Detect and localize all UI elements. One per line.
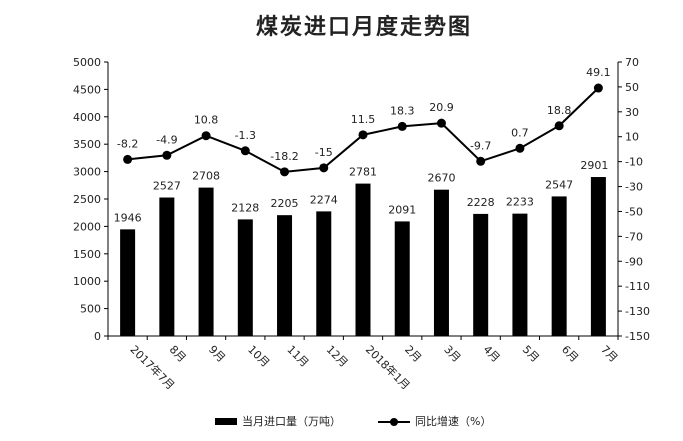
bar xyxy=(433,189,449,336)
growth-value-label: -8.2 xyxy=(117,137,138,150)
growth-point xyxy=(123,154,133,164)
right-tick-label: -90 xyxy=(625,255,643,268)
right-tick-label: 10 xyxy=(625,131,639,144)
growth-value-label: -9.7 xyxy=(470,139,491,152)
right-tick-label: -70 xyxy=(625,230,643,243)
x-tick-label: 5月 xyxy=(520,343,542,365)
legend-bar-label: 当月进口量（万吨） xyxy=(242,414,341,428)
growth-value-label: 11.5 xyxy=(351,113,376,126)
growth-point xyxy=(515,143,525,153)
left-tick-label: 1000 xyxy=(73,275,101,288)
bar xyxy=(316,211,332,336)
bar-value-label: 2901 xyxy=(580,159,608,172)
bar-value-label: 2274 xyxy=(310,193,338,206)
right-tick-label: 70 xyxy=(625,56,639,69)
bar xyxy=(277,215,293,336)
x-tick-label: 11月 xyxy=(284,343,311,370)
left-tick-label: 4000 xyxy=(73,111,101,124)
left-tick-label: 3000 xyxy=(73,166,101,179)
right-tick-label: 30 xyxy=(625,106,639,119)
bar xyxy=(394,221,410,336)
x-tick-label: 6月 xyxy=(559,343,581,365)
growth-value-label: 18.3 xyxy=(390,104,415,117)
growth-value-label: -15 xyxy=(315,146,333,159)
line-group: -8.2 -4.9 10.8 -1.3 -18.2 -15 11.5 18.3 20.9 -9.7… xyxy=(117,66,611,177)
growth-point xyxy=(358,130,368,140)
growth-point xyxy=(593,83,603,93)
bar xyxy=(473,213,489,336)
left-tick-label: 1500 xyxy=(73,248,101,261)
growth-point xyxy=(476,156,486,166)
bar-value-label: 2128 xyxy=(231,201,259,214)
growth-value-label: -4.9 xyxy=(156,133,177,146)
bar-value-label: 2527 xyxy=(153,180,181,193)
left-tick-label: 4500 xyxy=(73,83,101,96)
growth-point xyxy=(436,118,446,128)
x-tick-label: 9月 xyxy=(206,343,228,365)
bar-value-label: 1946 xyxy=(114,211,142,224)
bar-value-label: 2091 xyxy=(388,203,416,216)
growth-point xyxy=(240,146,250,156)
x-tick-label: 2月 xyxy=(402,343,424,365)
axes-group: 0 500 1000 1500 2000 2500 3000 3500 4000 4500 5000… xyxy=(73,56,650,343)
left-tick-label: 2500 xyxy=(73,193,101,206)
growth-value-label: 49.1 xyxy=(586,66,611,79)
growth-point xyxy=(319,163,329,173)
bar xyxy=(198,187,214,336)
growth-point xyxy=(397,121,407,131)
legend-line-marker xyxy=(390,418,398,426)
growth-value-label: 20.9 xyxy=(429,101,454,114)
growth-value-label: 0.7 xyxy=(511,126,529,139)
left-tick-label: 3500 xyxy=(73,138,101,151)
x-tick-label: 7月 xyxy=(598,343,620,365)
bar-value-label: 2205 xyxy=(271,197,299,210)
x-tick-label: 3月 xyxy=(441,343,463,365)
right-tick-label: -10 xyxy=(625,156,643,169)
legend-line-label: 同比增速（%） xyxy=(415,414,491,428)
bars-group xyxy=(120,177,606,336)
growth-point xyxy=(280,167,290,177)
right-tick-label: -110 xyxy=(625,280,650,293)
chart-title: 煤炭进口月度走势图 xyxy=(256,14,472,40)
right-tick-label: -130 xyxy=(625,305,650,318)
growth-point xyxy=(201,131,211,141)
bar xyxy=(590,177,606,336)
growth-point xyxy=(162,150,172,160)
bar-value-label: 2547 xyxy=(545,178,573,191)
growth-value-label: 10.8 xyxy=(194,114,219,127)
bar xyxy=(512,213,528,336)
bar-value-label: 2708 xyxy=(192,170,220,183)
left-tick-label: 2000 xyxy=(73,220,101,233)
right-tick-label: -50 xyxy=(625,205,643,218)
bar xyxy=(120,229,136,336)
left-tick-label: 5000 xyxy=(73,56,101,69)
bar xyxy=(355,183,371,336)
bar xyxy=(551,196,567,336)
bar xyxy=(159,197,175,336)
growth-point xyxy=(554,121,564,131)
x-tick-label: 4月 xyxy=(481,343,503,365)
growth-value-label: -1.3 xyxy=(235,129,256,142)
right-tick-label: -30 xyxy=(625,181,643,194)
growth-value-label: 18.8 xyxy=(547,104,572,117)
right-tick-label: -150 xyxy=(625,330,650,343)
growth-value-label: -18.2 xyxy=(270,150,298,163)
bar-value-label: 2228 xyxy=(467,196,495,209)
legend: 当月进口量（万吨） 同比增速（%） xyxy=(215,414,491,428)
bar-value-label: 2670 xyxy=(427,172,455,185)
bar-labels-group: 1946 2527 2708 2128 2205 2274 2781 2091 2670 2228… xyxy=(114,159,609,224)
x-tick-label: 12月 xyxy=(324,343,351,370)
bar-value-label: 2233 xyxy=(506,196,534,209)
left-tick-label: 0 xyxy=(94,330,101,343)
left-tick-label: 500 xyxy=(80,303,101,316)
x-tick-label: 8月 xyxy=(167,343,189,365)
bar xyxy=(237,219,253,336)
bar-value-label: 2781 xyxy=(349,166,377,179)
x-tick-label: 10月 xyxy=(245,343,272,370)
right-tick-label: 50 xyxy=(625,81,639,94)
legend-bar-swatch xyxy=(215,418,237,425)
